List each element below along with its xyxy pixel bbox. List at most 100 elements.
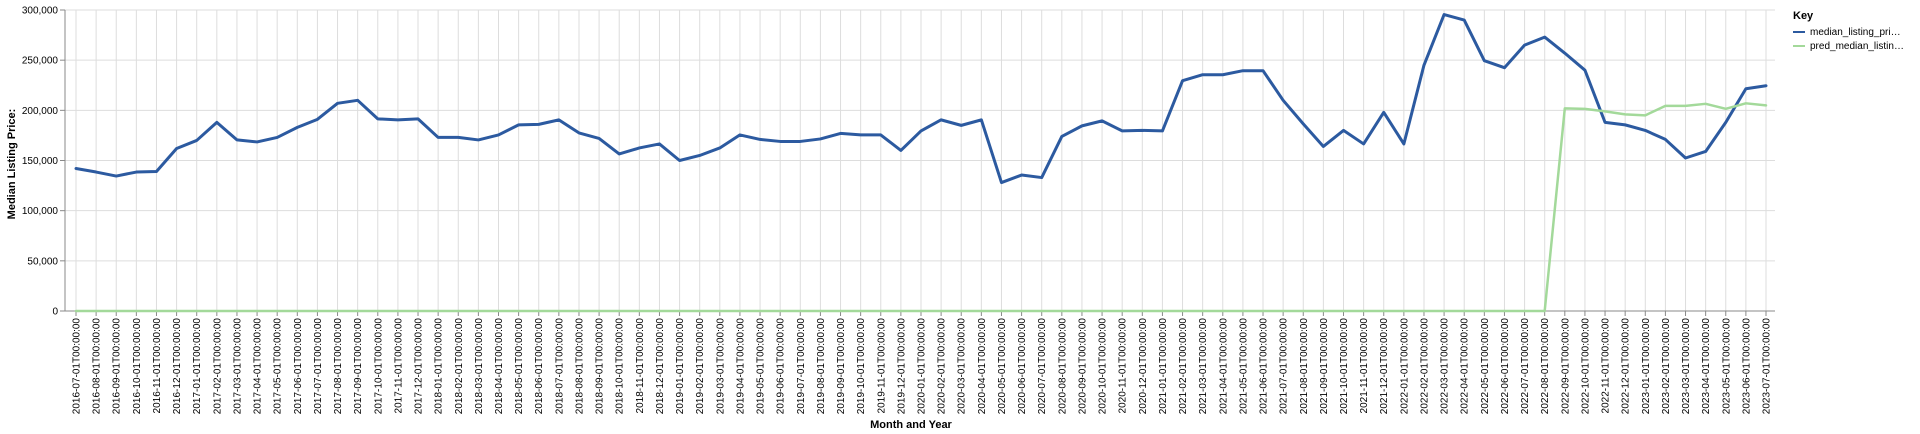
x-tick-label: 2018-05-01T00:00:00 (514, 318, 525, 415)
x-tick-label: 2022-04-01T00:00:00 (1460, 318, 1471, 415)
x-tick-label: 2021-01-01T00:00:00 (1158, 318, 1169, 415)
x-tick-label: 2016-10-01T00:00:00 (132, 318, 143, 415)
y-tick-label: 50,000 (27, 256, 58, 267)
x-tick-label: 2022-08-01T00:00:00 (1540, 318, 1551, 415)
legend-label-median: median_listing_pri… (1810, 27, 1901, 38)
x-tick-label: 2017-07-01T00:00:00 (313, 318, 324, 415)
x-tick-label: 2020-05-01T00:00:00 (997, 318, 1008, 415)
x-tick-label: 2017-05-01T00:00:00 (273, 318, 284, 415)
y-tick-label: 200,000 (22, 106, 59, 117)
x-tick-label: 2022-02-01T00:00:00 (1419, 318, 1430, 415)
x-tick-label: 2019-06-01T00:00:00 (776, 318, 787, 415)
x-tick-label: 2020-12-01T00:00:00 (1138, 318, 1149, 415)
x-tick-label: 2023-06-01T00:00:00 (1741, 318, 1752, 415)
x-tick-label: 2023-02-01T00:00:00 (1661, 318, 1672, 415)
x-tick-label: 2017-06-01T00:00:00 (293, 318, 304, 415)
x-tick-label: 2019-10-01T00:00:00 (856, 318, 867, 415)
x-tick-label: 2017-08-01T00:00:00 (333, 318, 344, 415)
x-tick-label: 2021-08-01T00:00:00 (1299, 318, 1310, 415)
x-tick-label: 2020-10-01T00:00:00 (1098, 318, 1109, 415)
x-tick-label: 2020-04-01T00:00:00 (977, 318, 988, 415)
x-tick-label: 2022-03-01T00:00:00 (1440, 318, 1451, 415)
x-tick-label: 2018-12-01T00:00:00 (655, 318, 666, 415)
y-tick-label: 300,000 (22, 6, 59, 17)
x-tick-label: 2020-03-01T00:00:00 (957, 318, 968, 415)
x-tick-label: 2017-10-01T00:00:00 (373, 318, 384, 415)
x-tick-label: 2016-08-01T00:00:00 (92, 318, 103, 415)
x-tick-label: 2016-11-01T00:00:00 (152, 318, 163, 414)
x-tick-label: 2022-06-01T00:00:00 (1500, 318, 1511, 415)
y-tick-label: 100,000 (22, 206, 59, 217)
x-tick-label: 2016-07-01T00:00:00 (72, 318, 83, 415)
x-tick-label: 2021-02-01T00:00:00 (1178, 318, 1189, 415)
x-tick-label: 2018-01-01T00:00:00 (434, 318, 445, 415)
x-tick-label: 2017-11-01T00:00:00 (393, 318, 404, 414)
x-tick-label: 2020-06-01T00:00:00 (1017, 318, 1028, 415)
x-tick-label: 2018-07-01T00:00:00 (554, 318, 565, 415)
series-lines (74, 13, 1768, 313)
legend-label-pred: pred_median_listin… (1810, 41, 1904, 52)
x-tick-label: 2017-12-01T00:00:00 (414, 318, 425, 415)
x-tick-label: 2022-09-01T00:00:00 (1560, 318, 1571, 415)
x-tick-label: 2023-05-01T00:00:00 (1721, 318, 1732, 415)
legend-title: Key (1793, 10, 1814, 22)
x-tick-label: 2022-01-01T00:00:00 (1399, 318, 1410, 415)
x-tick-label: 2019-11-01T00:00:00 (876, 318, 887, 414)
x-tick-label: 2020-01-01T00:00:00 (917, 318, 928, 415)
y-axis-title: Median Listing Price: (6, 109, 18, 220)
x-tick-label: 2020-09-01T00:00:00 (1077, 318, 1088, 415)
x-tick-label: 2018-10-01T00:00:00 (615, 318, 626, 415)
y-tick-label: 0 (52, 307, 58, 318)
x-tick-label: 2020-02-01T00:00:00 (937, 318, 948, 415)
grid-lines (65, 9, 1775, 312)
x-tick-label: 2017-01-01T00:00:00 (192, 318, 203, 415)
x-tick-label: 2022-07-01T00:00:00 (1520, 318, 1531, 415)
x-tick-label: 2018-09-01T00:00:00 (595, 318, 606, 415)
x-tick-label: 2019-12-01T00:00:00 (896, 318, 907, 415)
x-tick-label: 2019-02-01T00:00:00 (695, 318, 706, 415)
x-tick-label: 2016-12-01T00:00:00 (172, 318, 183, 415)
x-tick-label: 2018-02-01T00:00:00 (454, 318, 465, 415)
x-tick-label: 2018-03-01T00:00:00 (474, 318, 485, 415)
x-tick-label: 2018-11-01T00:00:00 (635, 318, 646, 414)
x-tick-label: 2022-10-01T00:00:00 (1580, 318, 1591, 415)
x-tick-label: 2018-06-01T00:00:00 (534, 318, 545, 415)
x-tick-label: 2019-09-01T00:00:00 (836, 318, 847, 415)
x-tick-label: 2018-04-01T00:00:00 (494, 318, 505, 415)
x-tick-label: 2018-08-01T00:00:00 (574, 318, 585, 415)
y-tick-label: 150,000 (22, 156, 59, 167)
x-tick-label: 2023-04-01T00:00:00 (1701, 318, 1712, 415)
x-tick-label: 2017-02-01T00:00:00 (212, 318, 223, 415)
series-line-median-listing-price (74, 13, 1768, 185)
x-tick-label: 2019-07-01T00:00:00 (796, 318, 807, 415)
x-tick-label: 2021-03-01T00:00:00 (1198, 318, 1209, 415)
x-tick-label: 2019-08-01T00:00:00 (816, 318, 827, 415)
x-tick-label: 2020-11-01T00:00:00 (1118, 318, 1129, 414)
x-tick-label: 2021-12-01T00:00:00 (1379, 318, 1390, 415)
x-tick-label: 2021-07-01T00:00:00 (1279, 318, 1290, 415)
x-tick-label: 2019-04-01T00:00:00 (735, 318, 746, 415)
x-axis-title: Month and Year (870, 419, 952, 431)
y-tick-label: 250,000 (22, 56, 59, 67)
x-tick-label: 2022-12-01T00:00:00 (1621, 318, 1632, 415)
axes: 0 50,000 100,000 150,000 200,000 250,000 300,0… (22, 6, 1775, 415)
x-tick-label: 2016-09-01T00:00:00 (112, 318, 123, 415)
x-tick-label: 2021-09-01T00:00:00 (1319, 318, 1330, 415)
x-tick-label: 2023-07-01T00:00:00 (1762, 318, 1773, 415)
x-tick-label: 2017-04-01T00:00:00 (253, 318, 264, 415)
x-tick-label: 2017-03-01T00:00:00 (232, 318, 243, 415)
legend: Key median_listing_pri… pred_median_list… (1793, 10, 1904, 52)
x-tick-label: 2019-01-01T00:00:00 (675, 318, 686, 415)
x-tick-label: 2021-04-01T00:00:00 (1218, 318, 1229, 415)
x-tick-label: 2021-10-01T00:00:00 (1339, 318, 1350, 415)
x-tick-label: 2019-05-01T00:00:00 (756, 318, 767, 415)
x-tick-label: 2017-09-01T00:00:00 (353, 318, 364, 415)
series-line-pred-median-listing-price (74, 102, 1768, 313)
x-tick-label: 2019-03-01T00:00:00 (715, 318, 726, 415)
x-tick-label: 2020-07-01T00:00:00 (1037, 318, 1048, 415)
x-tick-label: 2021-11-01T00:00:00 (1359, 318, 1370, 414)
x-tick-label: 2022-05-01T00:00:00 (1480, 318, 1491, 415)
x-tick-label: 2022-11-01T00:00:00 (1601, 318, 1612, 414)
x-tick-label: 2021-06-01T00:00:00 (1259, 318, 1270, 415)
